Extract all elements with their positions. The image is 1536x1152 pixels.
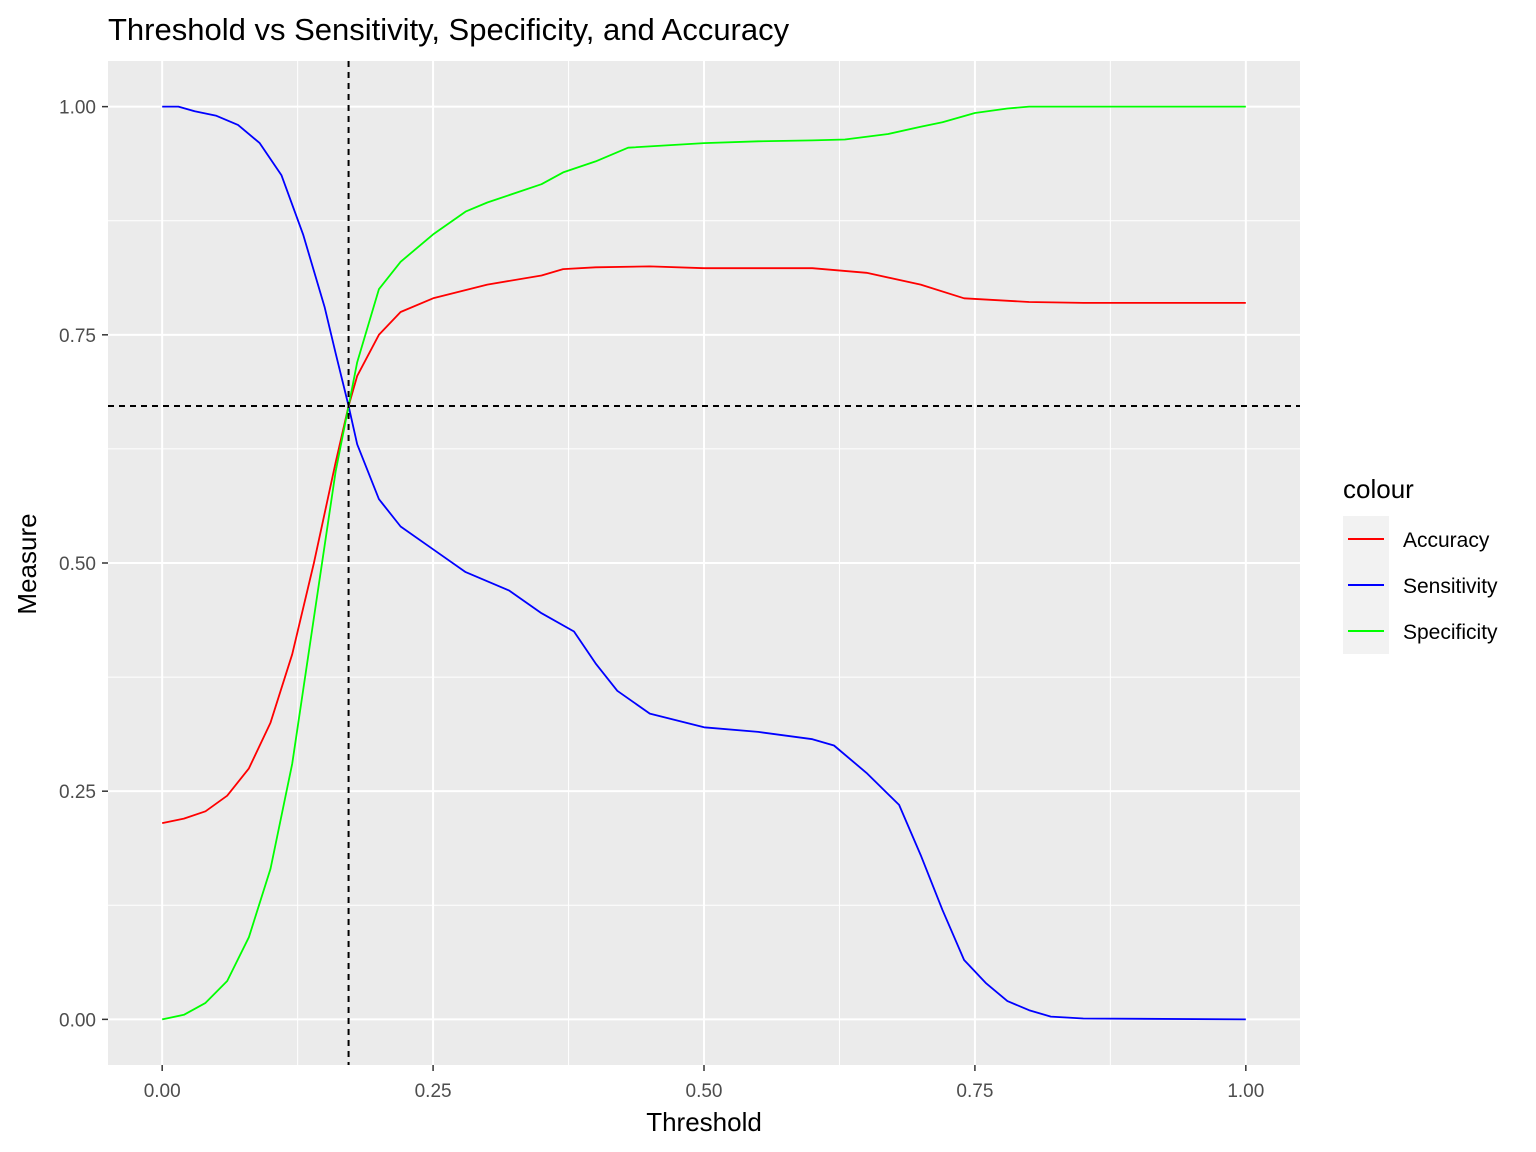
legend-title: colour: [1343, 474, 1414, 504]
series-line-specificity: [162, 105, 1246, 1021]
legend: colour Accuracy Sensitivity Specificity: [1343, 474, 1498, 654]
y-tick-label: 0.00: [59, 1010, 96, 1031]
y-axis: 0.00 0.25 0.50 0.75 1.00: [59, 98, 108, 1031]
x-axis-title: Threshold: [646, 1107, 762, 1137]
legend-label-accuracy: Accuracy: [1403, 529, 1490, 552]
y-tick-label: 1.00: [59, 98, 96, 119]
reference-lines: [108, 61, 1300, 1065]
legend-label-specificity: Specificity: [1403, 621, 1498, 644]
grid-major: [108, 61, 1300, 1065]
series-line-accuracy: [162, 265, 1246, 824]
x-tick-label: 0.00: [144, 1081, 181, 1102]
series-line-sensitivity: [162, 105, 1246, 1021]
x-tick-label: 0.75: [956, 1081, 993, 1102]
series-layer: [162, 105, 1246, 1021]
y-tick-label: 0.25: [59, 782, 96, 803]
y-axis-title: Measure: [12, 513, 42, 614]
x-tick-label: 1.00: [1227, 1081, 1264, 1102]
y-tick-label: 0.75: [59, 326, 96, 347]
x-tick-label: 0.25: [415, 1081, 452, 1102]
chart-title: Threshold vs Sensitivity, Specificity, a…: [108, 12, 790, 47]
x-tick-label: 0.50: [686, 1081, 723, 1102]
x-axis: 0.00 0.25 0.50 0.75 1.00: [144, 1065, 1264, 1102]
legend-label-sensitivity: Sensitivity: [1403, 575, 1498, 598]
y-tick-label: 0.50: [59, 554, 96, 575]
